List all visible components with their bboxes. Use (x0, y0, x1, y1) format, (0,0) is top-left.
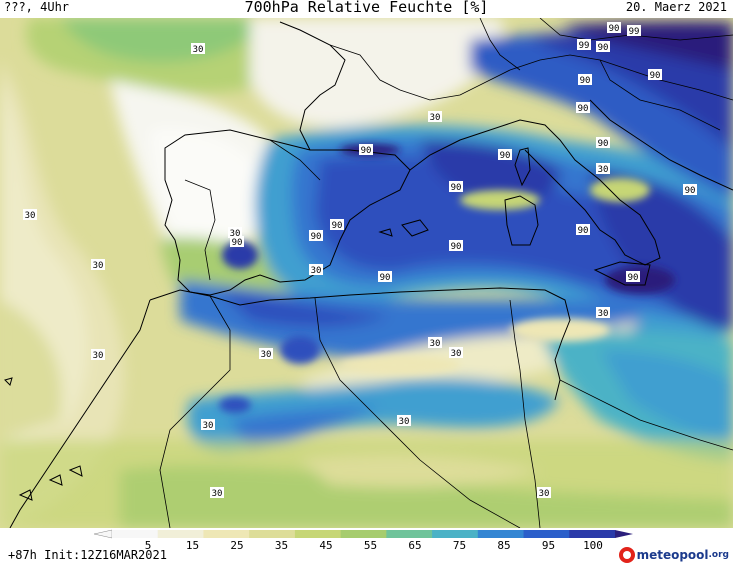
contour-label: 90 (650, 71, 661, 81)
contour-label: 90 (361, 146, 372, 156)
colorbar-tick-label: 55 (364, 539, 377, 552)
colorbar-tick-label: 100 (583, 539, 603, 552)
contour-label: 30 (598, 165, 609, 175)
colorbar-tick-label: 5 (145, 539, 152, 552)
map-footer: 5 15 25 35 45 55 65 75 85 95 100 +87h Init:12Z16MA… (0, 528, 733, 566)
colorbar-tick-label: 25 (230, 539, 243, 552)
contour-label: 99 (579, 41, 590, 51)
colorbar-segment (203, 530, 250, 538)
contour-label: 90 (232, 238, 243, 248)
contour-label: 90 (598, 43, 609, 53)
run-info-label: +87h Init:12Z16MAR2021 (8, 548, 167, 562)
contour-label: 90 (580, 76, 591, 86)
colorbar-tick-label: 85 (497, 539, 510, 552)
contour-label: 30 (203, 421, 214, 431)
contour-label: 99 (629, 27, 640, 37)
contour-label: 30 (212, 489, 223, 499)
brand-tld: .org (708, 550, 729, 560)
contour-label: 90 (451, 242, 462, 252)
colorbar-segment (157, 530, 204, 538)
colorbar-segment (249, 530, 296, 538)
contour-labels: 30 30 30 30 30 30 30 30 30 30 30 30 30 3… (23, 22, 697, 499)
contour-label: 90 (628, 273, 639, 283)
contour-label: 90 (578, 104, 589, 114)
colorbar-tick-label: 35 (275, 539, 288, 552)
contour-label: 30 (399, 417, 410, 427)
colorbar-tick-label: 75 (453, 539, 466, 552)
valid-date-label: 20. Maerz 2021 (625, 0, 727, 14)
colorbar-segment (294, 530, 342, 538)
colorbar-right-arrow (615, 530, 633, 538)
contour-label: 90 (332, 221, 343, 231)
contour-label: 30 (598, 309, 609, 319)
colorbar-segment (523, 530, 570, 538)
contour-label: 90 (451, 183, 462, 193)
contour-label: 30 (430, 339, 441, 349)
map-title: 700hPa Relative Feuchte [%] (244, 0, 489, 16)
contour-label: 30 (311, 266, 322, 276)
contour-label: 90 (685, 186, 696, 196)
valid-time-label: ???, 4Uhr (4, 0, 70, 14)
contour-label: 90 (598, 139, 609, 149)
humidity-map: 30 30 30 30 30 30 30 30 30 30 30 30 30 3… (0, 18, 733, 528)
contour-label: 30 (25, 211, 36, 221)
contour-label: 30 (230, 229, 241, 239)
colorbar-segment (386, 530, 433, 538)
contour-label: 30 (93, 261, 104, 271)
colorbar-tick-label: 65 (408, 539, 421, 552)
colorbar-tick-label: 45 (319, 539, 332, 552)
contour-label: 30 (193, 45, 204, 55)
colorbar-tick-label: 15 (186, 539, 199, 552)
colorbar-segment (340, 530, 387, 538)
colorbar-segment (112, 530, 159, 538)
contour-label: 30 (261, 350, 272, 360)
humidity-detail (219, 144, 675, 413)
brand-logo: meteopool .org (618, 546, 729, 564)
contour-label: 90 (578, 226, 589, 236)
coastlines (4, 18, 733, 528)
brand-name: meteopool (636, 548, 709, 562)
colorbar-tick-label: 95 (542, 539, 555, 552)
contour-label: 30 (430, 113, 441, 123)
contour-label: 30 (451, 349, 462, 359)
colorbar-segment (477, 530, 525, 538)
colorbar: 5 15 25 35 45 55 65 75 85 95 100 (93, 529, 633, 552)
contour-label: 90 (311, 232, 322, 242)
colorbar-segment (569, 530, 616, 538)
map-header: ???, 4Uhr 700hPa Relative Feuchte [%] 20… (0, 0, 733, 18)
contour-label: 30 (93, 351, 104, 361)
contour-label: 30 (539, 489, 550, 499)
contour-label: 90 (609, 24, 620, 34)
contour-label: 90 (380, 273, 391, 283)
colorbar-segment (432, 530, 479, 538)
meteopool-logo-icon (618, 547, 635, 563)
colorbar-left-arrow (93, 529, 113, 539)
contour-label: 90 (500, 151, 511, 161)
